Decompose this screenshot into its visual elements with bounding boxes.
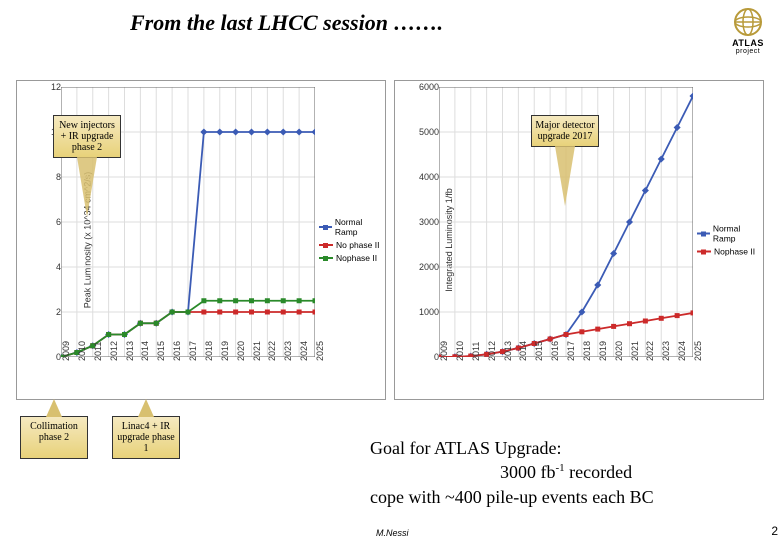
atlas-logo: ATLAS project [722,6,774,58]
charts-row: Peak Luminosity (x 10^34 cm^2/s) 0246810… [16,80,764,400]
chart-right-yticks: 0100020003000400050006000 [421,87,439,357]
footer-author: M.Nessi [376,528,409,538]
page-number: 2 [771,524,778,538]
logo-label: ATLAS [722,38,774,48]
callout-text: New injectors + IR upgrade phase 2 [59,120,115,153]
callout-text: Linac4 + IR upgrade phase 1 [117,421,174,454]
chart-left: Peak Luminosity (x 10^34 cm^2/s) 0246810… [16,80,386,400]
globe-icon [732,6,764,38]
chart-right: Integrated Luminosity 1/fb 0100020003000… [394,80,764,400]
callout-injectors: New injectors + IR upgrade phase 2 [53,115,121,158]
callout-text: Major detector upgrade 2017 [535,120,594,142]
chart-left-legend: Normal RampNo phase IINophase II [319,214,383,266]
callout-detector: Major detector upgrade 2017 [531,115,599,147]
goal-line1: Goal for ATLAS Upgrade: [370,436,764,460]
chart-left-xticks: 2009201020112012201320142015201620172018… [61,357,315,397]
goal-text: Goal for ATLAS Upgrade: 3000 fb-1 record… [370,436,764,509]
callout-collimation: Collimation phase 2 [20,416,88,459]
chart-right-xticks: 2009201020112012201320142015201620172018… [439,357,693,397]
goal-line2: 3000 fb-1 recorded [370,460,764,484]
callout-text: Collimation phase 2 [30,421,78,443]
page-title: From the last LHCC session ……. [130,10,443,36]
goal-line3: cope with ~400 pile-up events each BC [370,485,764,509]
lower-callouts: Collimation phase 2 Linac4 + IR upgrade … [20,416,180,459]
chart-right-legend: Normal RampNophase II [697,221,761,260]
logo-sub: project [722,48,774,55]
callout-linac4: Linac4 + IR upgrade phase 1 [112,416,180,459]
